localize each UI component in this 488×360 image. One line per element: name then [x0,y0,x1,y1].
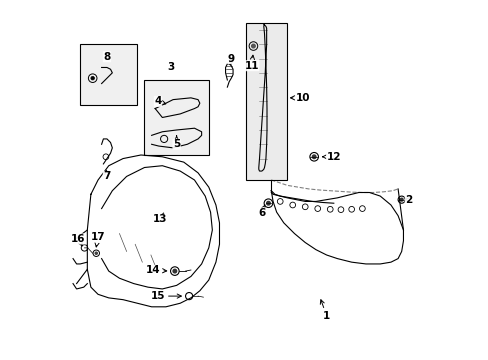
Circle shape [312,155,315,158]
Text: 11: 11 [244,55,258,71]
FancyBboxPatch shape [144,80,208,155]
Circle shape [251,44,255,48]
Text: 7: 7 [103,170,110,181]
Text: 2: 2 [404,195,411,204]
Circle shape [266,202,270,205]
Text: 5: 5 [173,136,180,149]
Circle shape [91,76,94,80]
Text: 6: 6 [258,205,264,218]
Text: 4: 4 [154,96,165,107]
Text: 17: 17 [91,232,105,247]
Text: 3: 3 [167,63,175,72]
FancyBboxPatch shape [80,44,137,105]
Text: 1: 1 [320,300,329,321]
Circle shape [400,198,402,201]
Text: 12: 12 [322,152,340,162]
Text: 13: 13 [153,213,167,224]
Text: 16: 16 [71,234,85,246]
Circle shape [173,269,176,273]
Text: 15: 15 [150,291,181,301]
Text: 10: 10 [290,93,310,103]
Text: 9: 9 [227,54,234,65]
Text: 14: 14 [146,265,166,275]
Text: 8: 8 [103,52,110,62]
FancyBboxPatch shape [246,23,287,180]
Circle shape [95,252,97,254]
